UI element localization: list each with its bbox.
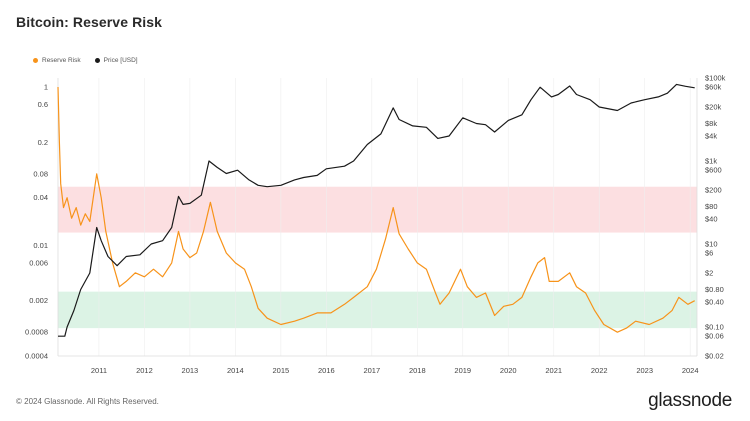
- band-low-risk: [58, 291, 697, 329]
- legend-marker-reserve-risk: [33, 58, 38, 63]
- copyright-notice: © 2024 Glassnode. All Rights Reserved.: [16, 397, 159, 406]
- left-tick-label: 0.006: [29, 258, 48, 267]
- right-tick-label: $0.10: [705, 322, 724, 331]
- left-tick-label: 0.0008: [25, 328, 48, 337]
- series-line-price: [58, 83, 695, 337]
- x-tick-label: 2021: [545, 366, 562, 375]
- left-tick-label: 0.002: [29, 296, 48, 305]
- right-tick-label: $20k: [705, 103, 722, 112]
- left-tick-label: 0.08: [33, 169, 48, 178]
- right-tick-label: $6: [705, 249, 713, 258]
- right-tick-label: $40: [705, 215, 718, 224]
- x-tick-label: 2018: [409, 366, 426, 375]
- x-tick-label: 2013: [182, 366, 199, 375]
- series-line-reserve-risk: [57, 86, 695, 333]
- right-tick-label: $100k: [705, 74, 726, 83]
- right-tick-label: $600: [705, 166, 722, 175]
- right-tick-label: $10: [705, 239, 718, 248]
- right-tick-label: $60k: [705, 83, 722, 92]
- x-tick-label: 2012: [136, 366, 153, 375]
- x-tick-label: 2017: [363, 366, 380, 375]
- legend-label-reserve-risk: Reserve Risk: [42, 57, 81, 64]
- x-tick-label: 2015: [273, 366, 290, 375]
- right-tick-label: $200: [705, 186, 722, 195]
- x-tick-label: 2020: [500, 366, 517, 375]
- right-tick-label: $8k: [705, 119, 717, 128]
- legend-item-reserve-risk[interactable]: Reserve Risk: [33, 57, 81, 64]
- legend-label-price: Price [USD]: [103, 57, 138, 64]
- x-tick-label: 2023: [636, 366, 653, 375]
- right-tick-label: $1k: [705, 156, 717, 165]
- left-tick-label: 0.04: [33, 193, 48, 202]
- left-tick-label: 0.6: [38, 100, 48, 109]
- legend-item-price[interactable]: Price [USD]: [94, 57, 138, 64]
- right-tick-label: $2: [705, 269, 713, 278]
- chart-title: Bitcoin: Reserve Risk: [16, 14, 163, 30]
- right-tick-label: $0.80: [705, 285, 724, 294]
- x-tick-label: 2019: [454, 366, 471, 375]
- x-tick-label: 2011: [91, 366, 107, 375]
- band-high-risk: [58, 186, 697, 233]
- legend-marker-price: [94, 58, 100, 63]
- chart-legend: Reserve Risk Price [USD]: [33, 57, 138, 64]
- left-tick-label: 0.2: [38, 138, 48, 147]
- x-tick-label: 2022: [591, 366, 608, 375]
- left-tick-label: 0.0004: [25, 352, 48, 361]
- right-tick-label: $0.40: [705, 298, 724, 307]
- left-tick-label: 1: [44, 83, 48, 92]
- brand-logo: glassnode: [648, 390, 732, 411]
- right-tick-label: $0.06: [705, 332, 724, 341]
- right-tick-label: $0.02: [705, 352, 724, 361]
- x-tick-label: 2016: [318, 366, 335, 375]
- x-tick-label: 2024: [682, 366, 699, 375]
- x-tick-label: 2014: [227, 366, 244, 375]
- left-tick-label: 0.01: [33, 241, 48, 250]
- right-tick-label: $4k: [705, 132, 717, 141]
- right-tick-label: $80: [705, 202, 718, 211]
